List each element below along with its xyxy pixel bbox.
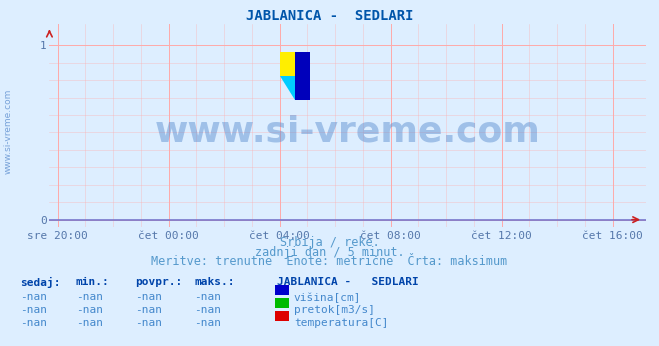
Polygon shape bbox=[295, 52, 310, 100]
Polygon shape bbox=[280, 52, 295, 76]
Text: www.si-vreme.com: www.si-vreme.com bbox=[155, 115, 540, 148]
Text: -nan: -nan bbox=[76, 292, 103, 302]
Text: -nan: -nan bbox=[20, 292, 47, 302]
Text: povpr.:: povpr.: bbox=[135, 277, 183, 287]
Text: min.:: min.: bbox=[76, 277, 109, 287]
Text: -nan: -nan bbox=[20, 305, 47, 315]
Text: -nan: -nan bbox=[194, 305, 221, 315]
Text: -nan: -nan bbox=[76, 318, 103, 328]
Text: -nan: -nan bbox=[20, 318, 47, 328]
Text: temperatura[C]: temperatura[C] bbox=[294, 318, 388, 328]
Text: pretok[m3/s]: pretok[m3/s] bbox=[294, 305, 375, 315]
Text: višina[cm]: višina[cm] bbox=[294, 292, 361, 303]
Text: www.si-vreme.com: www.si-vreme.com bbox=[3, 89, 13, 174]
Text: sedaj:: sedaj: bbox=[20, 277, 60, 288]
Text: -nan: -nan bbox=[135, 292, 162, 302]
Text: -nan: -nan bbox=[135, 318, 162, 328]
Text: -nan: -nan bbox=[76, 305, 103, 315]
Text: -nan: -nan bbox=[194, 292, 221, 302]
Text: Meritve: trenutne  Enote: metrične  Črta: maksimum: Meritve: trenutne Enote: metrične Črta: … bbox=[152, 255, 507, 268]
Text: Srbija / reke.: Srbija / reke. bbox=[279, 236, 380, 249]
Text: JABLANICA -  SEDLARI: JABLANICA - SEDLARI bbox=[246, 9, 413, 22]
Text: JABLANICA -   SEDLARI: JABLANICA - SEDLARI bbox=[277, 277, 418, 287]
Text: -nan: -nan bbox=[194, 318, 221, 328]
Text: -nan: -nan bbox=[135, 305, 162, 315]
Text: maks.:: maks.: bbox=[194, 277, 235, 287]
Polygon shape bbox=[280, 76, 295, 100]
Text: zadnji dan / 5 minut.: zadnji dan / 5 minut. bbox=[254, 246, 405, 259]
